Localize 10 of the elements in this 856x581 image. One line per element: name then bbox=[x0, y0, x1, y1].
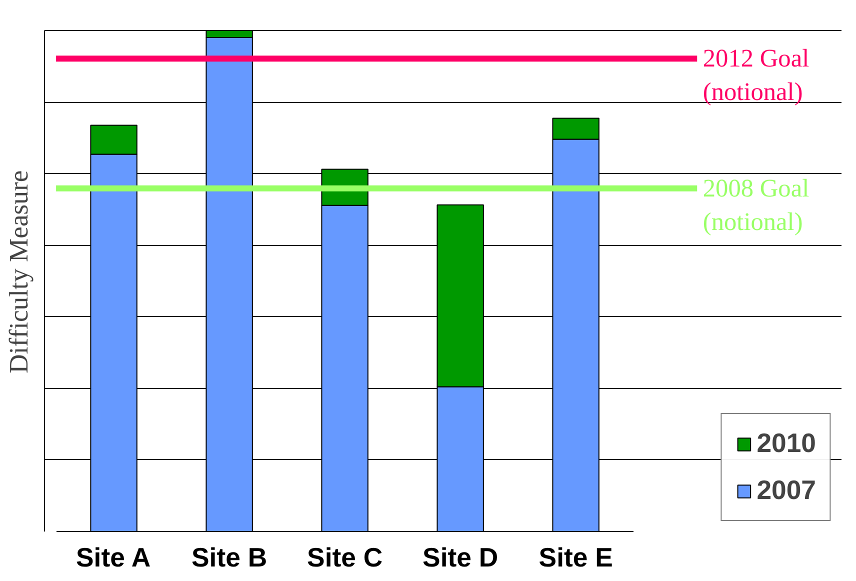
x-tick-label: Site D bbox=[422, 542, 498, 572]
x-tick-label: Site A bbox=[76, 542, 151, 572]
ref-line-label: 2012 Goal (notional) bbox=[702, 44, 810, 106]
x-tick-label: Site B bbox=[192, 542, 268, 572]
x-tick-label: Site E bbox=[538, 542, 613, 572]
legend-label: 2007 bbox=[756, 475, 816, 506]
legend-label: 2010 bbox=[756, 428, 816, 459]
y-axis-title: Difficulty Measure bbox=[4, 170, 34, 374]
x-tick-label: Site C bbox=[307, 542, 383, 572]
ref-line-label: 2008 Goal (notional) bbox=[702, 174, 810, 236]
